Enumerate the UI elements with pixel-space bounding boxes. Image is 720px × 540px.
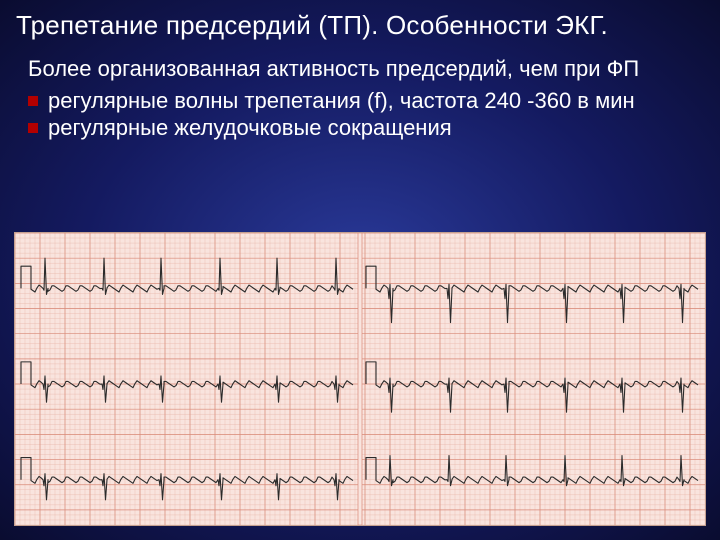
bullet-row: регулярные волны трепетания (f), частота… xyxy=(28,87,706,115)
bullet-marker xyxy=(28,96,38,106)
bullet-text: регулярные волны трепетания (f), частота… xyxy=(48,87,706,115)
bullet-marker xyxy=(28,123,38,133)
ecg-panel xyxy=(14,232,706,526)
body-text-block: Более организованная активность предсерд… xyxy=(14,55,706,142)
bullet-text: регулярные желудочковые сокращения xyxy=(48,114,706,142)
bullet-row: регулярные желудочковые сокращения xyxy=(28,114,706,142)
slide: Трепетание предсердий (ТП). Особенности … xyxy=(0,0,720,540)
lead-line: Более организованная активность предсерд… xyxy=(28,55,706,83)
slide-title: Трепетание предсердий (ТП). Особенности … xyxy=(16,10,706,41)
ecg-svg xyxy=(15,233,705,525)
